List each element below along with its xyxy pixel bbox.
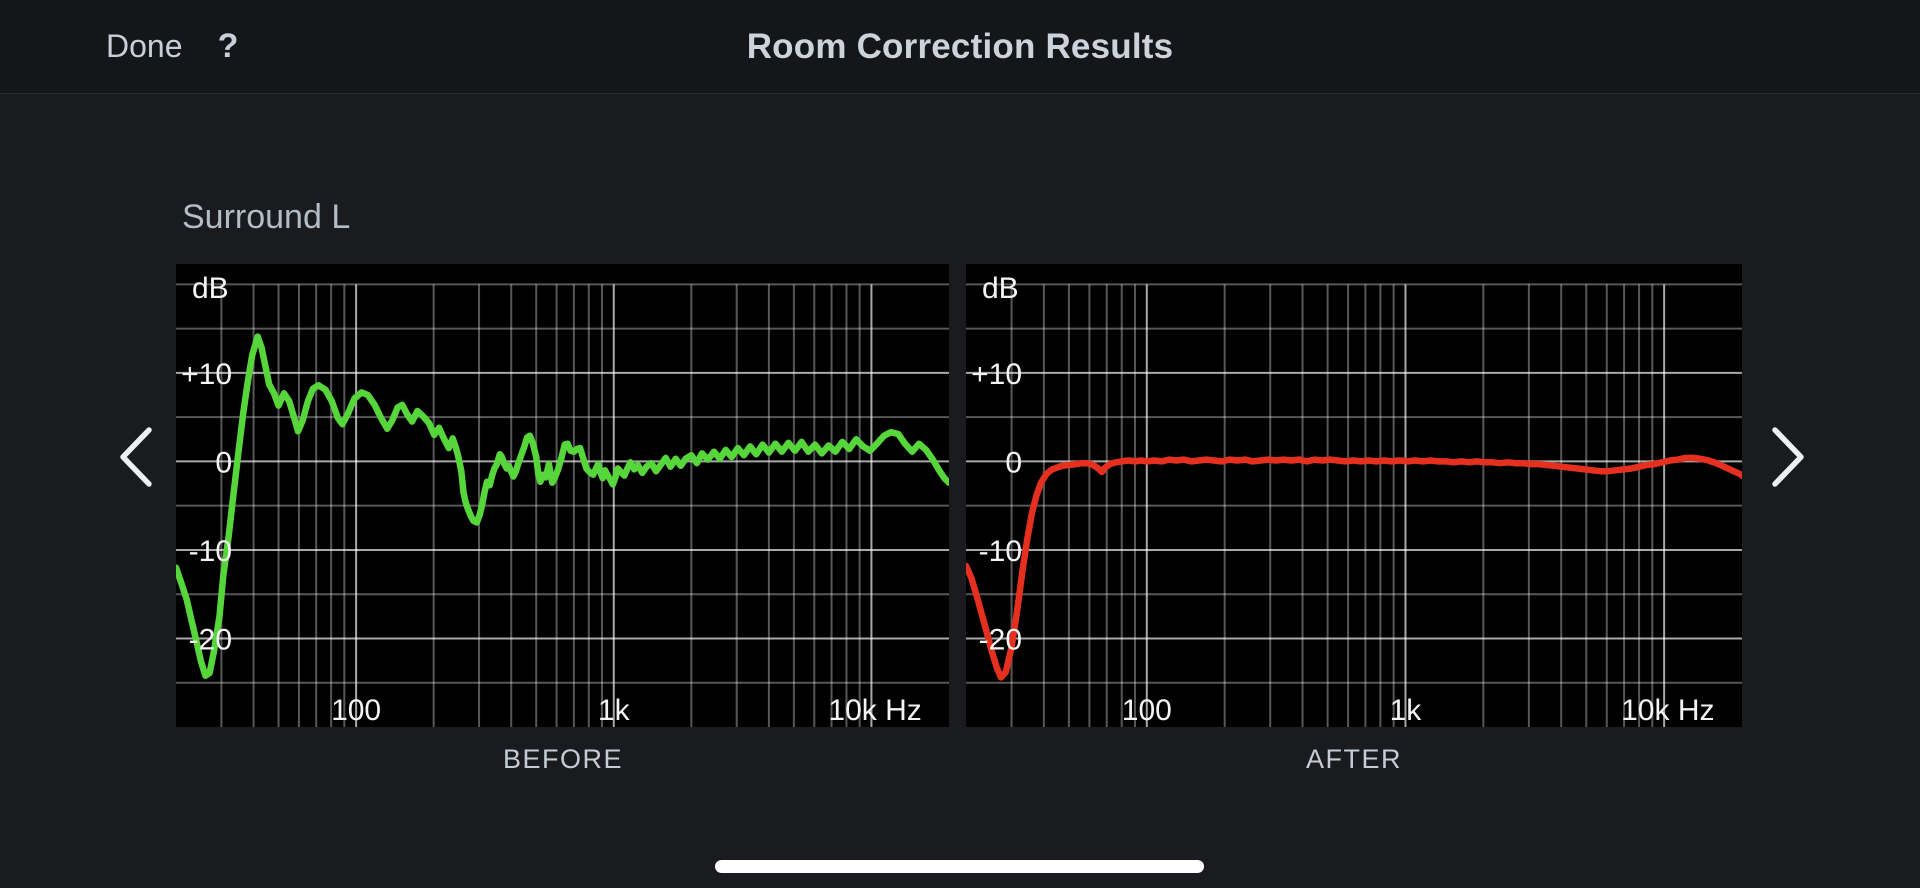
chevron-right-icon — [1772, 427, 1804, 487]
nav-bar: Done ? Room Correction Results — [0, 0, 1920, 94]
svg-text:-10: -10 — [189, 535, 232, 568]
svg-text:1k: 1k — [1390, 694, 1423, 727]
svg-text:-10: -10 — [979, 535, 1022, 568]
svg-text:10k Hz: 10k Hz — [828, 694, 921, 727]
svg-text:10k Hz: 10k Hz — [1621, 694, 1714, 727]
speaker-label: Surround L — [182, 198, 351, 236]
next-speaker-button[interactable] — [1748, 414, 1828, 500]
after-frequency-response-chart: dB +10 0 -10 -20 100 1k 10k Hz — [966, 264, 1742, 727]
svg-text:-20: -20 — [979, 623, 1022, 656]
svg-text:100: 100 — [1122, 694, 1172, 727]
svg-text:1k: 1k — [598, 694, 631, 727]
after-correction-curve — [966, 454, 1742, 681]
svg-text:0: 0 — [1005, 446, 1022, 479]
svg-text:100: 100 — [331, 694, 381, 727]
svg-text:dB: dB — [192, 272, 229, 305]
prev-speaker-button[interactable] — [96, 414, 176, 500]
svg-text:+10: +10 — [971, 358, 1022, 391]
svg-text:0: 0 — [215, 446, 232, 479]
after-caption: AFTER — [1305, 744, 1402, 774]
before-caption: BEFORE — [502, 744, 624, 774]
svg-text:-20: -20 — [189, 623, 232, 656]
before-frequency-response-chart: dB +10 0 -10 -20 100 1k 10k Hz — [176, 264, 949, 727]
page-title: Room Correction Results — [746, 26, 1174, 66]
svg-text:+10: +10 — [181, 358, 232, 391]
svg-text:dB: dB — [982, 272, 1019, 305]
help-button[interactable]: ? — [206, 0, 250, 93]
before-correction-curve — [176, 333, 949, 679]
home-indicator[interactable] — [715, 860, 1204, 873]
done-button[interactable]: Done — [106, 0, 183, 93]
chevron-left-icon — [120, 427, 152, 487]
